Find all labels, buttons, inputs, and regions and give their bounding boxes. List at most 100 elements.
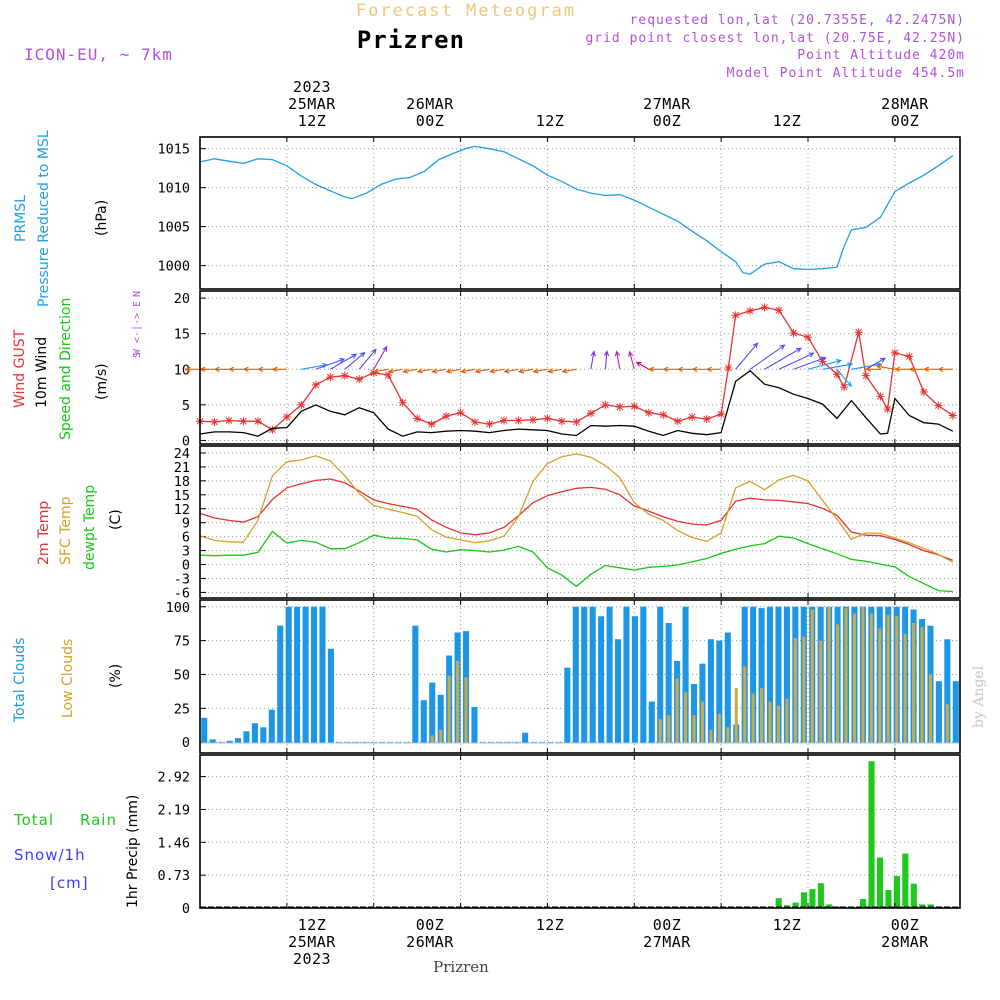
total-clouds-label: Total Clouds xyxy=(12,638,28,723)
prmsl-desc-label: Pressure Reduced to MSL xyxy=(36,130,52,307)
gust-marker xyxy=(876,392,885,401)
y-tick-label: 2.19 xyxy=(157,802,190,818)
gust-marker xyxy=(854,328,863,337)
gust-marker xyxy=(572,417,581,426)
wind-arrow xyxy=(387,368,403,374)
total-cloud-bar xyxy=(750,606,757,744)
total-cloud-bar xyxy=(471,706,478,744)
gust-marker xyxy=(601,400,610,409)
series-sfc-temp xyxy=(199,453,954,563)
total-cloud-bar xyxy=(944,639,951,744)
snow-label: Snow/1h xyxy=(14,846,86,864)
compass-south: S xyxy=(132,352,143,358)
low-cloud-bar xyxy=(776,705,780,744)
gust-marker xyxy=(760,303,769,312)
wind-arrow xyxy=(836,368,852,388)
gust-marker xyxy=(471,417,480,426)
wind-arrow xyxy=(213,366,229,372)
gust-marker xyxy=(717,410,726,419)
rain-bar xyxy=(885,890,892,908)
top-time-label: 26MAR xyxy=(406,95,454,113)
low-cloud-bar xyxy=(903,633,907,744)
low-clouds-label: Low Clouds xyxy=(60,639,76,718)
gust-marker xyxy=(861,371,870,380)
wind-arrow xyxy=(894,366,910,372)
low-cloud-bar xyxy=(667,715,671,744)
gust-marker xyxy=(413,414,422,423)
total-cloud-bar xyxy=(319,606,326,744)
wind-arrow xyxy=(358,348,377,370)
total-cloud-bar xyxy=(572,606,579,744)
wind-arrow xyxy=(865,366,881,372)
rain-bar xyxy=(893,876,900,908)
y-tick-label: 75 xyxy=(174,634,190,650)
low-cloud-bar xyxy=(928,674,932,744)
bottom-time-label: 12Z xyxy=(773,916,802,934)
low-cloud-bar xyxy=(692,715,696,744)
y-tick-label: 3 xyxy=(182,544,190,560)
wind-arrow xyxy=(402,368,418,374)
grid-point-coords: grid point closest lon,lat (20.75E, 42.2… xyxy=(585,31,965,46)
total-cloud-bar xyxy=(251,723,258,744)
y-tick-label: 20 xyxy=(174,291,190,307)
compass-we: W <-|-> E xyxy=(132,301,143,355)
total-cloud-bar xyxy=(707,639,714,744)
gust-marker xyxy=(840,383,849,392)
low-cloud-bar xyxy=(920,627,924,744)
total-cloud-bar xyxy=(209,739,216,744)
total-cloud-bar xyxy=(665,623,672,744)
gust-marker xyxy=(775,306,784,315)
gust-marker xyxy=(210,417,219,426)
wind10m-label: 10m Wind xyxy=(34,337,50,408)
panel-wind: 0 5 10 15 20 xyxy=(174,290,961,449)
total-cloud-bar xyxy=(234,738,242,744)
gust-marker xyxy=(659,410,668,419)
gust-marker xyxy=(724,363,733,372)
y-tick-label: 1015 xyxy=(157,142,190,158)
gust-label: Wind GUST xyxy=(12,329,28,408)
low-cloud-bar xyxy=(852,613,856,744)
top-time-label: 12Z xyxy=(773,112,802,130)
y-tick-label: 12 xyxy=(174,502,190,518)
model-label: ICON-EU, ~ 7km xyxy=(24,45,173,64)
y-tick-label: 0 xyxy=(182,558,190,574)
bottom-time-label: 28MAR xyxy=(881,933,929,951)
low-cloud-bar xyxy=(726,727,730,744)
total-cloud-bar xyxy=(201,717,208,744)
low-cloud-bar xyxy=(700,701,704,744)
hpa-unit-label: (hPa) xyxy=(94,200,110,236)
low-cloud-bar xyxy=(684,692,688,744)
total-cloud-bar xyxy=(598,616,605,744)
wind-arrow xyxy=(474,368,490,374)
low-cloud-bar xyxy=(912,623,916,744)
gust-marker xyxy=(456,408,465,417)
bottom-time-label: 00Z xyxy=(416,916,445,934)
y-tick-label: 25 xyxy=(174,701,190,717)
gust-marker xyxy=(644,408,653,417)
gust-marker xyxy=(883,405,892,414)
total-cloud-bar xyxy=(648,701,655,744)
wind-arrow xyxy=(778,352,815,370)
total-cloud-bar xyxy=(302,606,309,744)
rain-bar xyxy=(902,853,909,908)
y-tick-label: 1005 xyxy=(157,220,190,236)
low-cloud-bar xyxy=(743,666,747,744)
low-cloud-bar xyxy=(886,614,890,744)
total-cloud-bar xyxy=(716,640,723,744)
bottom-time-label: 26MAR xyxy=(406,933,454,951)
wind-arrow xyxy=(561,368,577,374)
low-cloud-bar xyxy=(751,693,755,744)
gust-marker xyxy=(630,402,639,411)
wind-arrow xyxy=(590,350,596,370)
rain-bar xyxy=(860,899,867,908)
gust-marker xyxy=(239,417,248,426)
panel-frame xyxy=(199,290,961,445)
panel-frame xyxy=(199,445,961,599)
rain-bar xyxy=(826,904,833,908)
low-cloud-bar xyxy=(793,637,797,744)
low-cloud-bar xyxy=(768,701,772,744)
wind-arrow xyxy=(488,368,505,374)
wind-arrow xyxy=(503,368,519,374)
total-cloud-bar xyxy=(783,606,790,744)
